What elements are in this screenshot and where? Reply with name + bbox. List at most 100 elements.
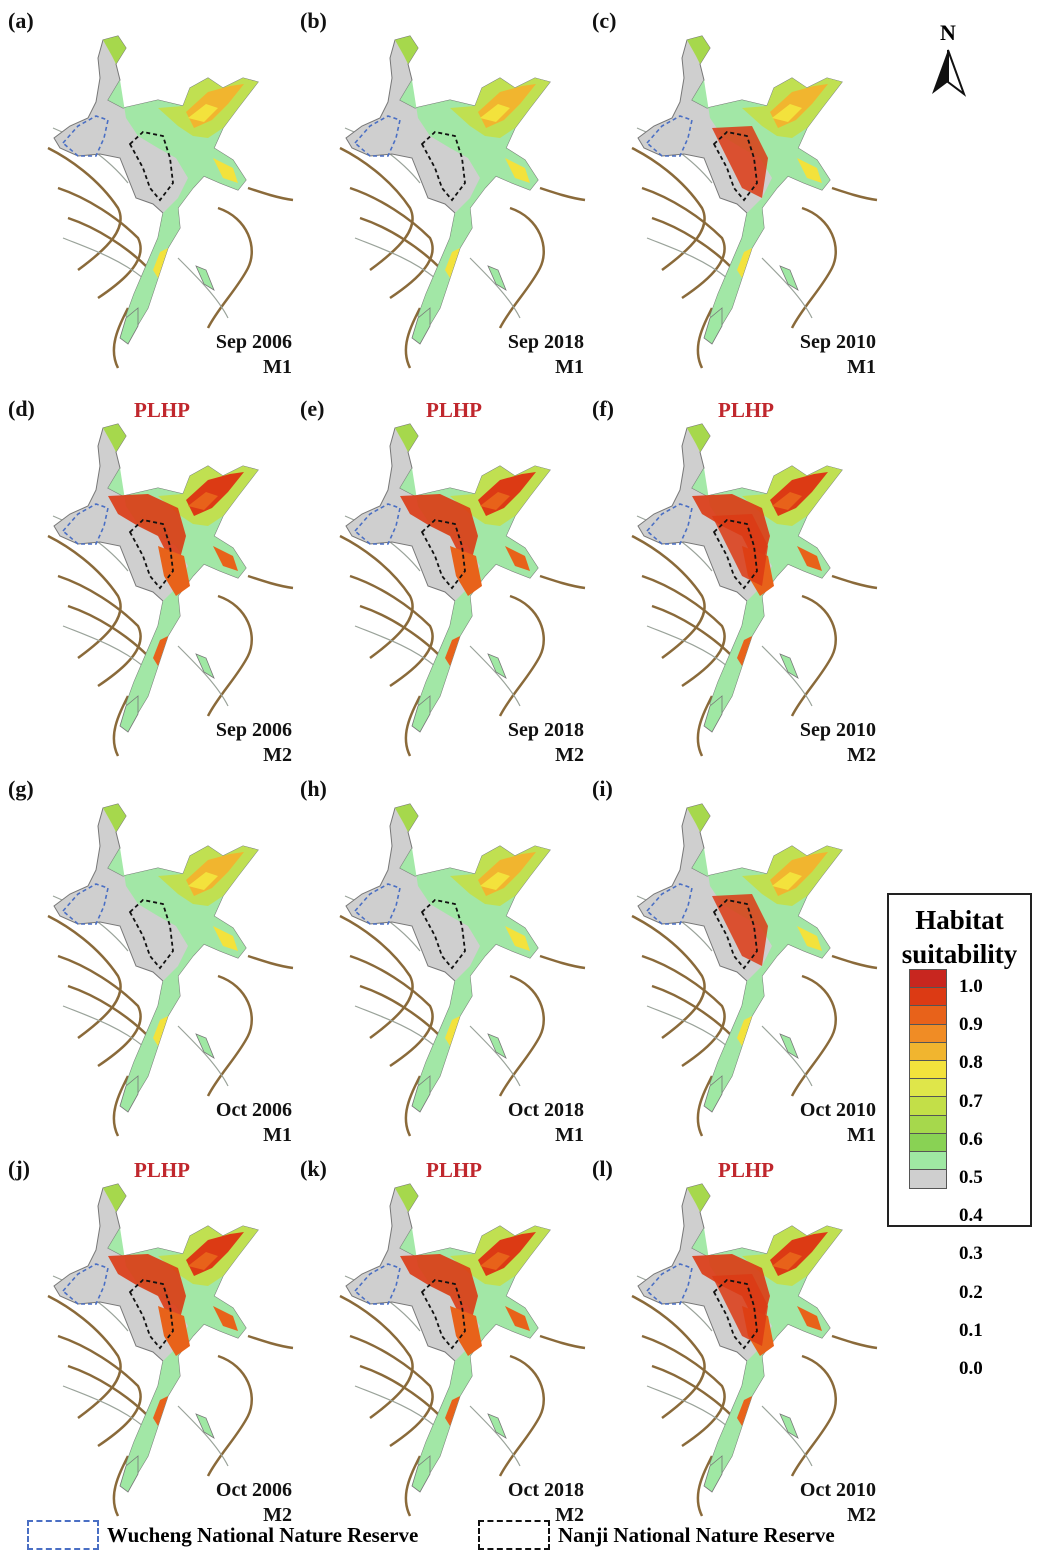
plhp-label: PLHP [426,398,482,422]
panel-model: M1 [555,1124,584,1146]
legend-swatch [909,969,947,989]
panel-label: (i) [592,776,613,801]
legend-tick-label: 0.4 [959,1205,983,1227]
legend-swatch [909,1150,947,1171]
panel-model: M2 [263,744,292,766]
panel-label: (g) [8,776,34,801]
legend-title-line2: suitability [901,939,1018,969]
lake-map [339,803,586,1137]
legend-tick-label: 0.1 [959,1319,983,1341]
map-panel: (i) Oct 2010 M1 [592,776,882,1156]
legend-tick-label: 0.2 [959,1281,983,1303]
plhp-label: PLHP [718,1158,774,1182]
panel-model: M2 [555,744,584,766]
panel-model: M1 [555,356,584,378]
map-panel: (d) PLHP Sep 2006 M2 [8,396,298,776]
lake-map [631,35,878,369]
lake-map [47,423,294,757]
panel-info: Oct 2010 M1 [800,1098,876,1148]
map-panel: (c) Sep 2010 M1 [592,8,882,388]
panel-model: M1 [263,356,292,378]
panel-month-year: Sep 2018 [507,719,584,741]
panel-info: Sep 2018 M1 [508,330,584,380]
panel-info: Oct 2018 M1 [508,1098,584,1148]
map-panel: (j) PLHP Oct 2006 M2 [8,1156,298,1536]
panel-month-year: Sep 2010 [799,719,876,741]
map-panel: (l) PLHP Oct 2010 M2 [592,1156,882,1536]
panel-info: Sep 2006 M1 [216,330,292,380]
panel-month-year: Oct 2006 [215,1099,292,1121]
map-panel: (g) Oct 2006 M1 [8,776,298,1156]
panel-info: Sep 2010 M2 [800,718,876,768]
plhp-label: PLHP [426,1158,482,1182]
legend-title-line1: Habitat [915,905,1004,935]
panel-model: M2 [555,1504,584,1526]
legend-swatch [909,1041,947,1061]
map-panel: (k) PLHP Oct 2018 M2 [300,1156,590,1536]
map-panel: (e) PLHP Sep 2018 M2 [300,396,590,776]
panel-info: Sep 2006 M2 [216,718,292,768]
legend-swatch [909,1078,947,1098]
panel-label: (e) [300,396,325,421]
legend-swatch [909,987,947,1007]
legend-tick-label: 0.8 [959,1052,983,1074]
legend-tick-label: 0.5 [959,1167,983,1188]
lake-map [631,803,878,1137]
panel-label: (h) [300,776,327,801]
legend-swatch [909,1059,947,1080]
north-arrow-icon [932,49,967,97]
legend-tick-label: 0.9 [959,1014,983,1036]
panel-month-year: Sep 2006 [215,331,292,353]
panel-label: (c) [592,8,617,33]
panel-label: (j) [8,1156,30,1181]
panel-label: (d) [8,396,35,421]
panel-month-year: Oct 2006 [215,1479,292,1501]
legend-tick-label: 1.0 [959,976,983,997]
panel-model: M1 [847,1124,876,1146]
panel-info: Oct 2006 M2 [216,1478,292,1528]
panel-info: Sep 2010 M1 [800,330,876,380]
legend-color-bar [909,969,947,1190]
north-label: N [940,20,956,45]
panel-month-year: Sep 2010 [799,331,876,353]
map-panel: (a) Sep 2006 M1 [8,8,298,388]
panel-label: (l) [592,1156,613,1181]
nanji-boundary-swatch [478,1520,550,1550]
panel-info: Sep 2018 M2 [508,718,584,768]
legend-swatch [909,1005,947,1025]
wucheng-boundary-swatch [27,1520,99,1550]
lake-map [631,1183,878,1517]
plhp-label: PLHP [134,1158,190,1182]
panel-month-year: Oct 2018 [507,1479,584,1501]
lake-map [631,423,878,757]
panel-model: M2 [847,1504,876,1526]
map-panel: (f) PLHP Sep 2010 M2 [592,396,882,776]
panel-month-year: Oct 2018 [507,1099,584,1121]
panel-month-year: Oct 2010 [799,1479,876,1501]
panel-month-year: Sep 2018 [507,331,584,353]
legend-tick-label: 0.6 [959,1128,983,1150]
panel-model: M2 [263,1504,292,1526]
legend-tick-label: 0.7 [959,1090,983,1112]
wucheng-legend-label: Wucheng National Nature Reserve [107,1523,419,1547]
legend-swatch [909,1096,947,1116]
lake-map [47,803,294,1137]
legend-swatch [909,1114,947,1134]
plhp-label: PLHP [718,398,774,422]
plhp-label: PLHP [134,398,190,422]
map-panel: (h) Oct 2018 M1 [300,776,590,1156]
panel-info: Oct 2010 M2 [800,1478,876,1528]
lake-map [339,1183,586,1517]
lake-map [47,1183,294,1517]
legend-tick-label: 0.0 [959,1358,983,1379]
panel-info: Oct 2006 M1 [216,1098,292,1148]
north-arrow: N [928,20,968,100]
panel-model: M2 [847,744,876,766]
panel-info: Oct 2018 M2 [508,1478,584,1528]
lake-map [47,35,294,369]
legend-tick-label: 0.3 [959,1243,983,1265]
legend-swatch [909,1023,947,1043]
panel-label: (a) [8,8,34,33]
panel-month-year: Oct 2010 [799,1099,876,1121]
legend-swatch [909,1169,947,1190]
